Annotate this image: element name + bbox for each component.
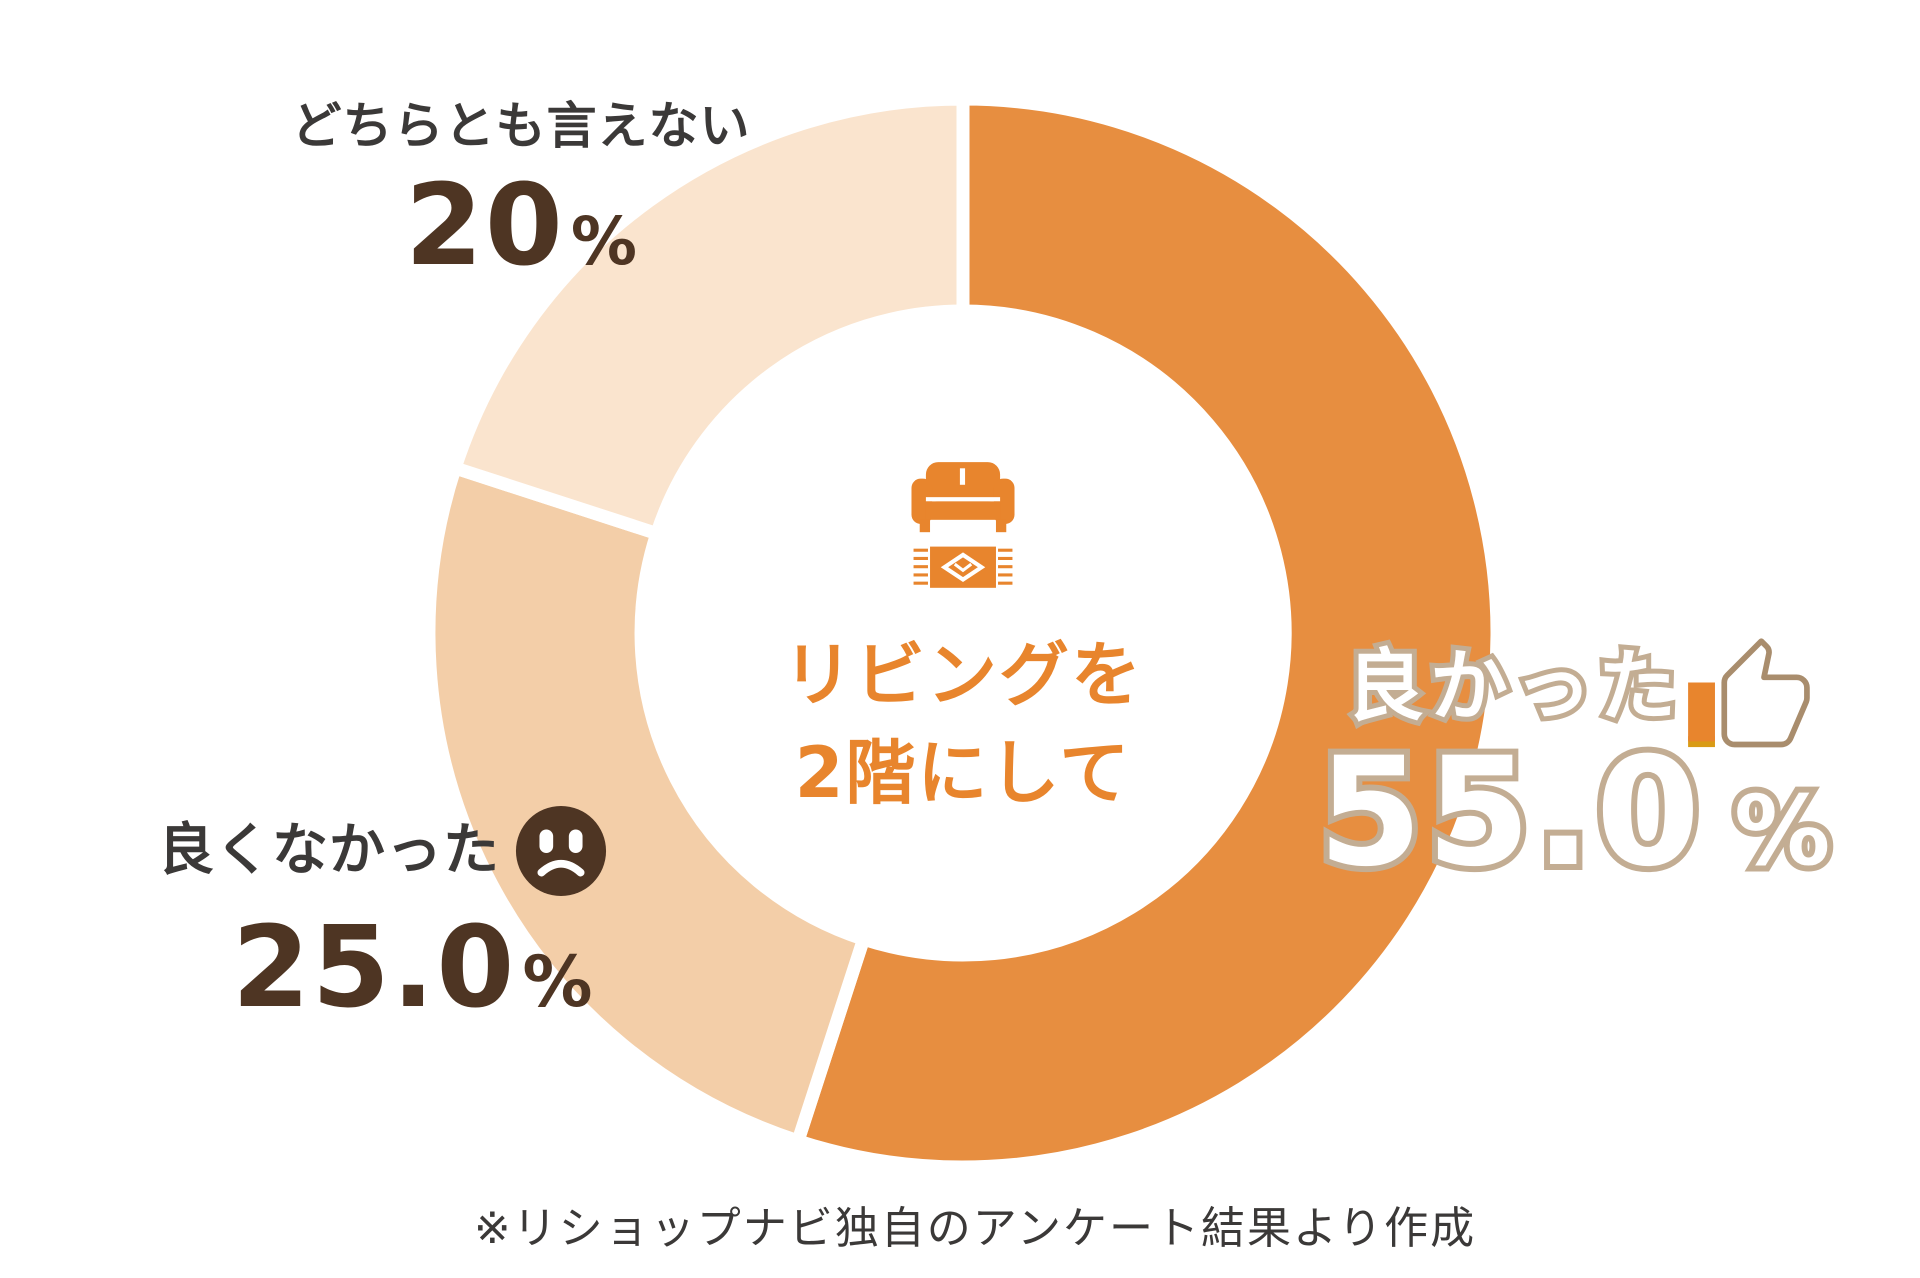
- bad-label: 良くなかった: [158, 818, 500, 884]
- neutral-value: 20 %: [286, 170, 756, 282]
- center-title-line2: 2階にして: [794, 732, 1132, 814]
- good-value-outline: 55.0 %: [1312, 726, 1836, 900]
- source-footnote: ※リショップナビ独自のアンケート結果より作成: [473, 1203, 1477, 1254]
- bad-value-unit: %: [522, 941, 593, 1023]
- thumbs-up-icon: [1672, 636, 1822, 760]
- slice-label-bad: 良くなかった 25.0 %: [158, 804, 718, 1024]
- neutral-value-number: 20: [405, 161, 565, 291]
- good-label: 良かった: [1346, 642, 1683, 732]
- good-value: 55.0 %: [1318, 738, 1830, 888]
- donut-slice-2: [446, 92, 970, 542]
- donut-slice-0: [789, 92, 1504, 1174]
- sad-face-icon: [514, 804, 608, 898]
- neutral-label: どちらとも言えない: [291, 97, 751, 155]
- sofa-icon: [901, 458, 1025, 594]
- neutral-value-unit: %: [570, 203, 637, 280]
- slice-label-good: 良かった 良かった: [1341, 642, 1683, 732]
- donut-slice-1: [422, 459, 872, 1150]
- bad-value: 25.0 %: [232, 912, 718, 1024]
- slice-label-neutral: どちらとも言えない 20 %: [286, 96, 756, 282]
- good-value-number: 55.0: [1318, 726, 1705, 900]
- bad-value-number: 25.0: [232, 903, 517, 1033]
- donut-center: リビングを 2階にして: [723, 458, 1203, 808]
- good-label-outline: 良かった: [1341, 642, 1683, 732]
- slice-value-good: 55.0 % 55.0 %: [1312, 726, 1836, 900]
- good-value-unit: %: [1734, 775, 1831, 887]
- center-title-line1: リビングを: [783, 634, 1143, 716]
- sofa-rug-icon: [911, 462, 1015, 588]
